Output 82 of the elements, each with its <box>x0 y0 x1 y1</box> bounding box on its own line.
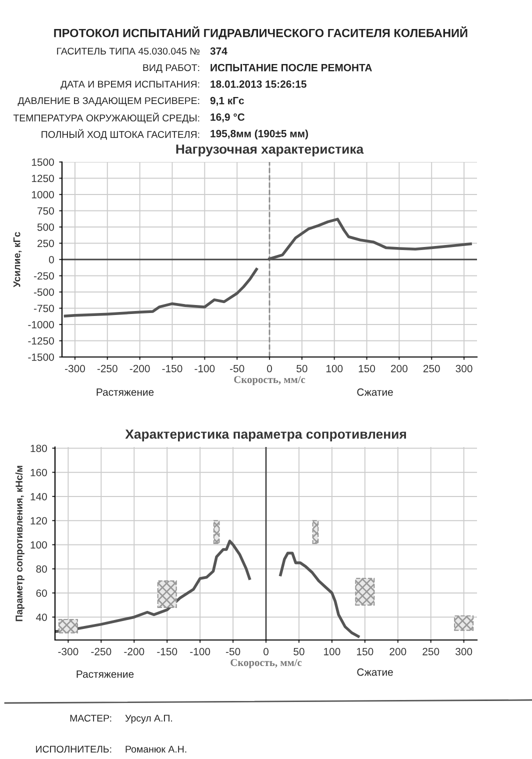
x-axis-title: Скорость, мм/с <box>234 376 306 386</box>
x-tick-label: 200 <box>390 648 406 656</box>
x-tick-label: 200 <box>391 364 408 372</box>
x-tick-label: -250 <box>91 648 112 656</box>
text: 195,8мм (190±5 мм) <box>210 130 308 140</box>
x-tick-label: -300 <box>58 648 78 656</box>
line-series <box>64 268 258 318</box>
y-tick-label: 1500 <box>32 158 54 166</box>
y-tick-label: 1250 <box>32 174 54 182</box>
text: ИСПОЛНИТЕЛЬ: <box>36 746 112 753</box>
x-tick-label: -300 <box>65 364 85 372</box>
y-tick-label: 750 <box>38 207 54 215</box>
text: ИСПЫТАНИЕ ПОСЛЕ РЕМОНТА <box>210 64 372 72</box>
bar <box>58 618 78 634</box>
y-tick-label: -750 <box>34 304 54 312</box>
text: ВИД РАБОТ: <box>143 64 200 73</box>
x-tick-label: 50 <box>296 364 308 372</box>
text: Урсул А.П. <box>125 714 172 724</box>
text: МАСТЕР: <box>70 714 112 722</box>
x-tick-label: 100 <box>324 648 340 656</box>
text: ДАТА И ВРЕМЯ ИСПЫТАНИЯ: <box>60 80 200 90</box>
y-tick-label: 160 <box>30 468 47 476</box>
x-tick-label: -100 <box>190 648 210 656</box>
text: ГАСИТЕЛЬ ТИПА 45.030.045 № <box>57 48 200 55</box>
y-tick-label: 180 <box>30 444 47 452</box>
x-tick-label: 100 <box>326 364 343 372</box>
x-tick-label: -200 <box>130 364 150 372</box>
text: Растяжение <box>76 670 134 678</box>
y-tick-label: 60 <box>36 589 47 597</box>
y-tick-label: -1000 <box>28 321 54 328</box>
text: 374 <box>210 47 228 55</box>
x-tick-label: -200 <box>124 648 144 656</box>
x-tick-label: -150 <box>157 648 178 656</box>
x-tick-label: 0 <box>267 364 272 372</box>
y-tick-label: -250 <box>34 272 54 280</box>
x-tick-label: -100 <box>194 364 215 372</box>
text: Сжатие <box>357 668 393 676</box>
text: ДАВЛЕНИЕ В ЗАДАЮЩЕМ РЕСИВЕРЕ: <box>18 97 200 106</box>
line-series <box>55 540 251 633</box>
y-tick-label: 80 <box>36 565 47 573</box>
text: ПОЛНЫЙ ХОД ШТОКА ГАСИТЕЛЯ: <box>42 129 200 140</box>
y-axis-title: Усилие, кГс <box>13 232 22 288</box>
line-series <box>279 552 360 638</box>
text: Растяжение <box>96 388 154 396</box>
x-tick-label: 250 <box>422 648 440 656</box>
y-tick-label: 0 <box>48 256 54 264</box>
x-tick-label: 300 <box>456 648 472 656</box>
x-tick-label: -50 <box>230 364 244 372</box>
x-tick-label: 150 <box>358 364 376 372</box>
x-tick-label: -250 <box>97 364 118 372</box>
y-tick-label: -1250 <box>28 337 54 345</box>
text: 18.01.2013 15:26:15 <box>210 80 306 88</box>
bar <box>157 580 177 608</box>
text: Сжатие <box>357 388 393 396</box>
y-tick-label: 250 <box>38 240 54 248</box>
y-tick-label: 40 <box>36 614 47 621</box>
y-tick-label: -500 <box>34 288 54 296</box>
bar <box>454 615 474 631</box>
x-tick-label: 250 <box>423 364 440 372</box>
x-tick-label: -50 <box>226 648 240 656</box>
text: ПРОТОКОЛ ИСПЫТАНИЙ ГИДРАВЛИЧЕСКОГО ГАСИТЕЛЯ КОЛЕБАНИЙ <box>54 26 468 40</box>
chart-title: Нагрузочная характеристика <box>176 144 364 156</box>
y-tick-label: 500 <box>37 224 54 231</box>
text: ТЕМПЕРАТУРА ОКРУЖАЮЩЕЙ СРЕДЫ: <box>13 112 200 124</box>
x-tick-label: 150 <box>357 648 374 656</box>
y-tick-label: 1000 <box>32 191 54 198</box>
text: Романюк А.Н. <box>126 746 186 753</box>
x-tick-label: 50 <box>294 648 304 656</box>
y-tick-label: -1500 <box>28 354 54 361</box>
y-tick-label: 140 <box>30 492 47 500</box>
y-tick-label: 100 <box>30 541 47 549</box>
text: 9,1 кГс <box>210 96 244 106</box>
x-tick-label: -150 <box>162 364 182 372</box>
chart-title: Характеристика параметра сопротивления <box>125 430 406 442</box>
text: 16,9 °C <box>210 113 245 122</box>
x-tick-label: 0 <box>264 648 268 656</box>
bar <box>355 578 375 606</box>
y-tick-label: 120 <box>30 517 47 524</box>
y-axis-title: Параметр сопротивления, кНс/м <box>15 466 24 622</box>
x-axis-title: Скорость, мм/с <box>230 659 302 668</box>
line-series <box>268 218 472 260</box>
x-tick-label: 300 <box>456 364 472 372</box>
